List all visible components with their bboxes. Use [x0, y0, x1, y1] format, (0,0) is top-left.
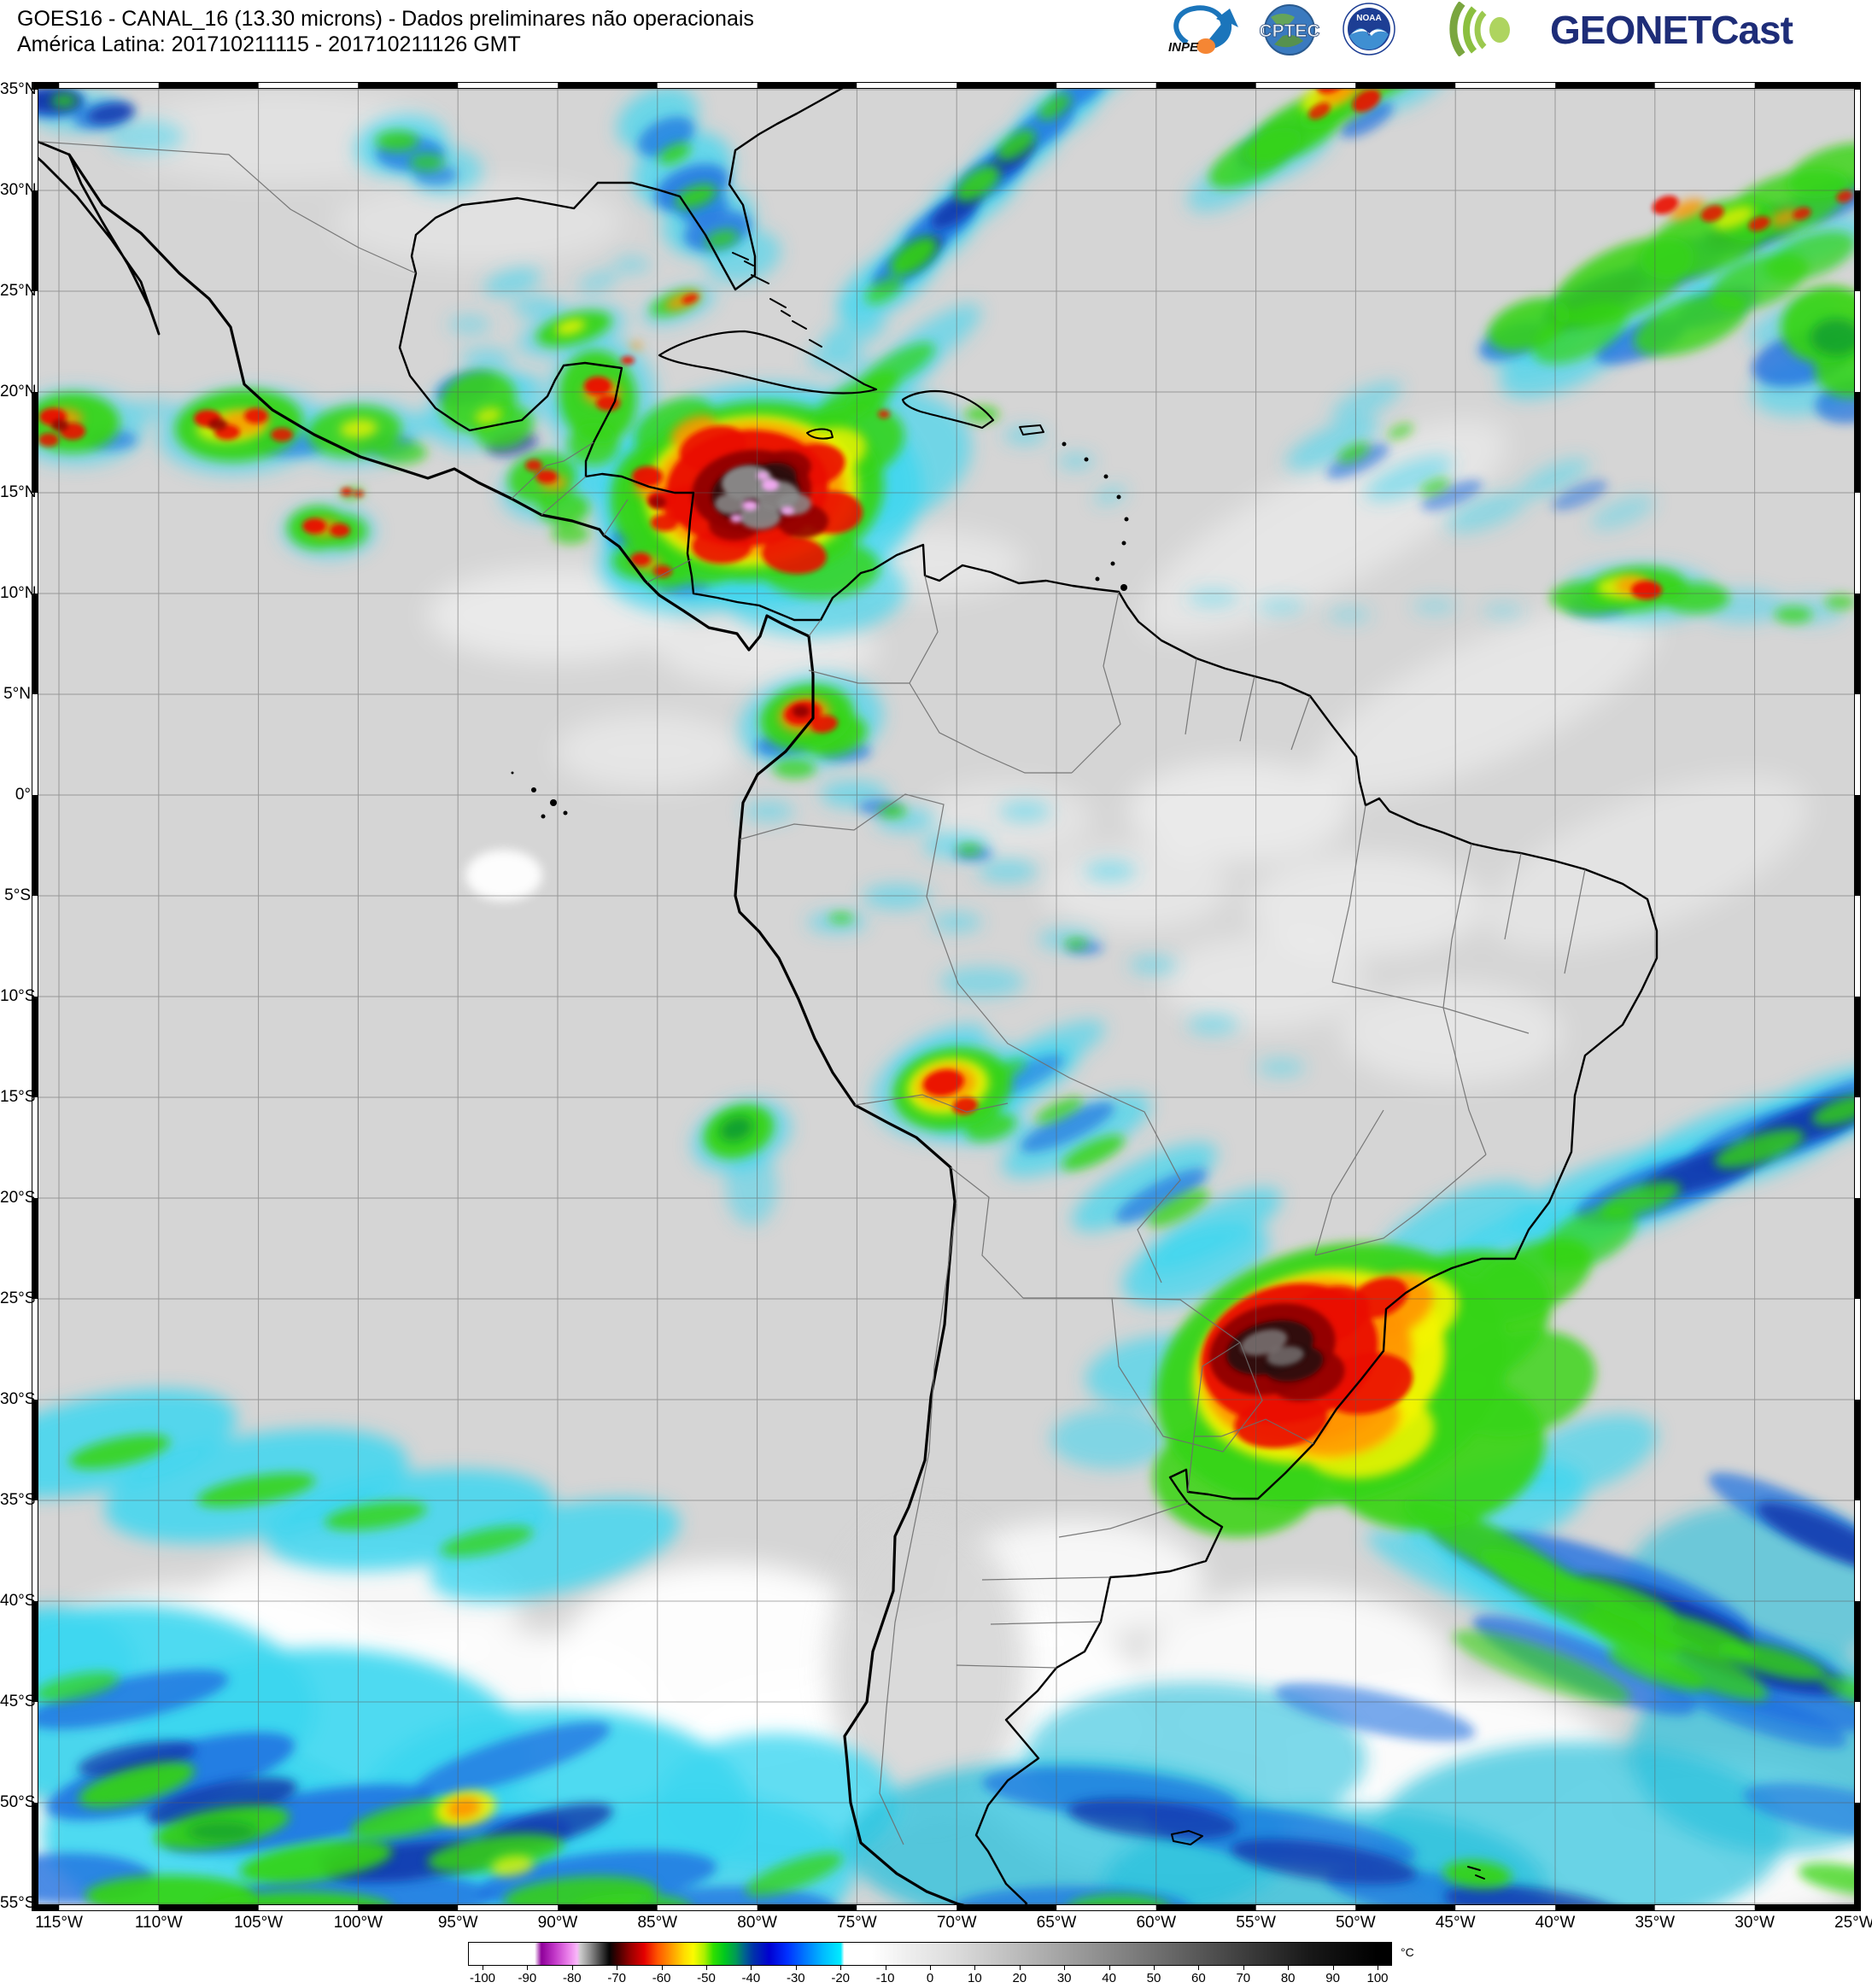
colorbar-tick-label: 20 [1012, 1971, 1027, 1985]
lat-label: 35°N [0, 80, 37, 98]
colorbar-tick [1243, 1966, 1244, 1970]
colorbar-tick-label: -40 [741, 1971, 761, 1985]
lon-label: 105°W [233, 1914, 284, 1932]
map-border-bottom [32, 1904, 1860, 1910]
country-borders [38, 141, 1586, 1845]
lon-label: 65°W [1036, 1914, 1077, 1932]
lat-label: 25°N [0, 282, 37, 300]
colorbar-tick-label: -30 [786, 1971, 805, 1985]
lat-label: 50°S [0, 1793, 36, 1811]
colorbar-tick [751, 1966, 752, 1970]
temperature-colorbar [468, 1942, 1392, 1966]
colorbar-tick-label: 90 [1325, 1971, 1340, 1985]
inpe-logo: INPE [1168, 5, 1238, 55]
colorbar-tick [571, 1966, 573, 1970]
lat-label: 20°N [0, 383, 37, 401]
lon-label: 75°W [837, 1914, 877, 1932]
lat-label: 5°S [4, 886, 31, 904]
colorbar-tick-label: 50 [1146, 1971, 1161, 1985]
lat-label: 30°S [0, 1390, 36, 1408]
colorbar-tick-label: -60 [652, 1971, 671, 1985]
map-frame-inner [38, 88, 1855, 1905]
colorbar-tick [930, 1966, 931, 1970]
colorbar-unit-label: °C [1401, 1945, 1414, 1959]
lon-label: 55°W [1236, 1914, 1276, 1932]
lon-label: 25°W [1834, 1914, 1872, 1932]
geonetcast-logo [1449, 1, 1510, 57]
svg-text:NOAA: NOAA [1356, 14, 1381, 23]
colorbar-tick [527, 1966, 529, 1970]
lat-label: 30°N [0, 181, 37, 199]
colorbar-tick [706, 1966, 707, 1970]
lon-label: 85°W [637, 1914, 678, 1932]
colorbar-tick-label: -80 [562, 1971, 582, 1985]
map-border-right [1854, 83, 1860, 1910]
cptec-logo: CPTEC [1259, 4, 1320, 56]
small-islands [511, 441, 1129, 819]
lon-label: 115°W [35, 1914, 83, 1932]
lon-label: 40°W [1535, 1914, 1576, 1932]
colorbar-tick [1154, 1966, 1155, 1970]
colorbar-tick-label: 100 [1366, 1971, 1389, 1985]
colorbar-tick [1332, 1966, 1334, 1970]
map-frame-outline [32, 82, 1861, 1911]
colorbar-tick-label: 80 [1280, 1971, 1296, 1985]
map-border-left [32, 83, 38, 1910]
svg-text:INPE: INPE [1168, 40, 1199, 55]
colorbar-tick-label: -20 [831, 1971, 851, 1985]
lat-label: 20°S [0, 1189, 36, 1207]
title-line1: GOES16 - CANAL_16 (13.30 microns) - Dado… [17, 7, 754, 31]
noaa-logo: NOAA [1343, 3, 1395, 56]
lat-label: 0° [15, 786, 31, 804]
colorbar-tick-label: 60 [1191, 1971, 1206, 1985]
colorbar-tick-label: 40 [1102, 1971, 1116, 1985]
colorbar-tick [1064, 1966, 1066, 1970]
lon-label: 60°W [1136, 1914, 1177, 1932]
lon-label: 80°W [737, 1914, 777, 1932]
colorbar-tick-label: -90 [518, 1971, 537, 1985]
lon-label: 50°W [1336, 1914, 1376, 1932]
colorbar-tick-label: -70 [607, 1971, 627, 1985]
logo-bar: INPE CPTEC NOAA GEONETCast [1161, 1, 1870, 57]
lat-label: 15°N [0, 483, 37, 501]
colorbar-tick [1109, 1966, 1110, 1970]
lon-label: 70°W [936, 1914, 977, 1932]
lon-label: 30°W [1735, 1914, 1775, 1932]
colorbar-tick-label: 10 [968, 1971, 982, 1985]
colorbar-tick [1288, 1966, 1290, 1970]
lon-label: 100°W [333, 1914, 383, 1932]
lat-label: 10°S [0, 987, 36, 1005]
colorbar-tick-label: -100 [469, 1971, 496, 1985]
lat-label: 15°S [0, 1088, 36, 1106]
lon-label: 90°W [537, 1914, 578, 1932]
lat-label: 25°S [0, 1289, 36, 1307]
lat-label: 45°S [0, 1693, 36, 1710]
geonetcast-wordmark: GEONETCast [1550, 8, 1793, 52]
lat-label: 40°S [0, 1592, 36, 1610]
colorbar-tick [795, 1966, 797, 1970]
colorbar-tick [974, 1966, 976, 1970]
colorbar-tick [1019, 1966, 1021, 1970]
colorbar-tick [1198, 1966, 1200, 1970]
map-border-top [32, 83, 1860, 89]
lat-label: 55°S [0, 1894, 36, 1912]
lat-label: 10°N [0, 584, 37, 602]
title-line2: América Latina: 201710211115 - 201710211… [17, 32, 521, 56]
colorbar-tick [840, 1966, 842, 1970]
lon-label: 45°W [1435, 1914, 1476, 1932]
colorbar-tick-label: 70 [1236, 1971, 1251, 1985]
lat-label: 35°S [0, 1491, 36, 1509]
colorbar-tick-label: 30 [1056, 1971, 1072, 1985]
colorbar-tick-label: -10 [875, 1971, 895, 1985]
lon-label: 35°W [1635, 1914, 1676, 1932]
lon-label: 95°W [437, 1914, 478, 1932]
colorbar-tick-label: -50 [697, 1971, 716, 1985]
colorbar-tick [661, 1966, 663, 1970]
colorbar-tick-label: 0 [926, 1971, 934, 1985]
lon-label: 110°W [134, 1914, 183, 1932]
lat-label: 5°N [3, 685, 31, 703]
svg-text:CPTEC: CPTEC [1259, 21, 1319, 41]
